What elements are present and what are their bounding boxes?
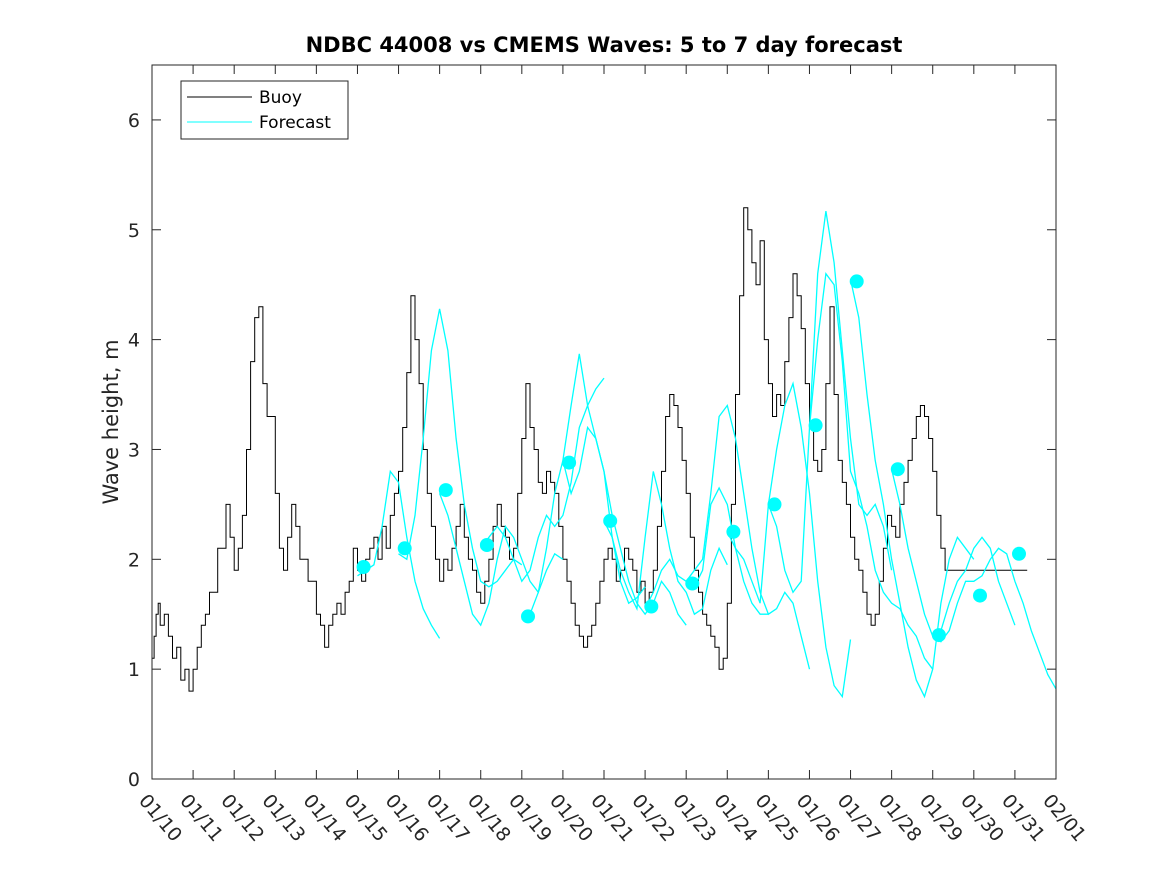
x-tick-label-10: 01/20 (545, 790, 597, 846)
forecast-segment-3 (480, 377, 605, 583)
chart-title: NDBC 44008 vs CMEMS Waves: 5 to 7 day fo… (306, 33, 903, 57)
x-tick-label-6: 01/16 (381, 790, 433, 846)
y-tick-label-1: 1 (128, 659, 140, 681)
forecast-segment-14 (932, 547, 1057, 690)
forecast-marker-0 (356, 560, 371, 574)
forecast-segment-4 (521, 353, 646, 621)
forecast-marker-10 (767, 497, 782, 512)
x-tick-label-2: 01/12 (216, 790, 268, 846)
x-tick-label-5: 01/15 (340, 790, 392, 846)
forecast-marker-4 (521, 609, 535, 624)
x-tick-label-15: 01/25 (751, 790, 803, 846)
forecast-series (357, 210, 1057, 699)
y-tick-label-4: 4 (128, 330, 140, 352)
forecast-segment-7 (644, 486, 769, 615)
axis-ticks (151, 65, 1057, 780)
forecast-markers (356, 274, 1026, 643)
forecast-marker-6 (603, 513, 618, 528)
plot-background (152, 65, 1056, 779)
forecast-segment-12 (849, 279, 975, 699)
x-tick-label-16: 01/26 (792, 790, 844, 846)
x-tick-label-13: 01/23 (668, 790, 720, 846)
forecast-segment-5 (562, 425, 687, 626)
x-tick-label-21: 01/31 (997, 790, 1049, 846)
x-tick-label-8: 01/18 (463, 790, 515, 846)
forecast-marker-1 (397, 541, 412, 556)
buoy-series (152, 207, 1028, 692)
y-tick-label-3: 3 (128, 439, 140, 461)
forecast-segment-2 (438, 493, 564, 627)
x-tick-label-7: 01/17 (422, 790, 474, 846)
x-tick-label-3: 01/13 (257, 790, 309, 846)
x-tick-label-0: 01/10 (134, 790, 186, 846)
legend: Buoy Forecast (180, 80, 349, 140)
x-tick-label-14: 01/24 (709, 790, 761, 846)
forecast-marker-9 (726, 524, 741, 539)
forecast-segment-1 (398, 308, 523, 588)
y-tick-label-6: 6 (128, 110, 140, 132)
forecast-segment-11 (808, 272, 934, 670)
x-tick-label-11: 01/21 (586, 790, 638, 846)
x-tick-label-18: 01/28 (874, 790, 926, 846)
plot-border (151, 64, 1057, 780)
forecast-marker-3 (479, 538, 494, 552)
buoy-line (152, 207, 1028, 692)
forecast-marker-8 (685, 576, 700, 591)
forecast-marker-7 (644, 599, 659, 614)
y-tick-labels: 0 1 2 3 4 5 6 (128, 110, 140, 791)
x-tick-label-1: 01/11 (175, 790, 227, 846)
forecast-marker-13 (890, 462, 905, 477)
x-tick-label-9: 01/19 (504, 790, 556, 846)
forecast-marker-14 (931, 628, 946, 643)
y-tick-label-0: 0 (128, 769, 140, 791)
forecast-marker-15 (973, 588, 987, 603)
legend-forecast-label: Forecast (259, 113, 331, 133)
forecast-marker-2 (438, 483, 453, 498)
forecast-marker-5 (562, 455, 577, 470)
forecast-segment-10 (767, 210, 893, 594)
forecast-segment-0 (357, 469, 441, 639)
x-tick-label-4: 01/14 (299, 790, 351, 846)
forecast-segment-13 (890, 469, 1016, 638)
forecast-segment-6 (603, 471, 728, 616)
y-tick-label-2: 2 (128, 549, 140, 571)
y-axis-label: Wave height, m (99, 339, 123, 504)
x-tick-label-19: 01/29 (915, 790, 967, 846)
x-tick-label-20: 01/30 (956, 790, 1008, 846)
plot-area (151, 64, 1057, 780)
x-tick-label-17: 01/27 (833, 790, 885, 846)
x-tick-label-22: 02/01 (1038, 790, 1090, 846)
forecast-segment-8 (685, 404, 811, 670)
forecast-segment-9 (726, 381, 852, 699)
x-tick-label-12: 01/22 (627, 790, 679, 846)
legend-box (180, 80, 349, 140)
x-tick-labels: 01/1001/1101/1201/1301/1401/1501/1601/17… (134, 790, 1090, 846)
y-tick-label-5: 5 (128, 220, 140, 242)
forecast-marker-12 (849, 274, 864, 289)
forecast-marker-11 (808, 418, 823, 433)
legend-buoy-label: Buoy (259, 88, 302, 108)
forecast-marker-16 (1012, 546, 1026, 561)
